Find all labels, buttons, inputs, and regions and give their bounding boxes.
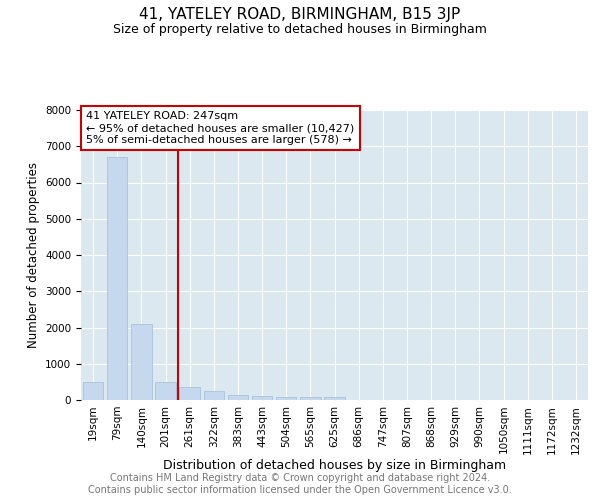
Bar	[300, 398, 320, 400]
Text: 41, YATELEY ROAD, BIRMINGHAM, B15 3JP: 41, YATELEY ROAD, BIRMINGHAM, B15 3JP	[139, 8, 461, 22]
Bar	[179, 388, 200, 400]
Text: 41 YATELEY ROAD: 247sqm
← 95% of detached houses are smaller (10,427)
5% of semi: 41 YATELEY ROAD: 247sqm ← 95% of detache…	[86, 112, 355, 144]
Bar	[203, 391, 224, 400]
Bar	[227, 394, 248, 400]
Bar	[252, 396, 272, 400]
Y-axis label: Number of detached properties: Number of detached properties	[26, 162, 40, 348]
Bar	[276, 397, 296, 400]
Text: Contains HM Land Registry data © Crown copyright and database right 2024.
Contai: Contains HM Land Registry data © Crown c…	[88, 474, 512, 495]
Bar	[131, 324, 152, 400]
Text: Size of property relative to detached houses in Birmingham: Size of property relative to detached ho…	[113, 22, 487, 36]
Bar	[83, 382, 103, 400]
Bar	[107, 157, 127, 400]
X-axis label: Distribution of detached houses by size in Birmingham: Distribution of detached houses by size …	[163, 459, 506, 472]
Bar	[324, 398, 345, 400]
Bar	[155, 382, 176, 400]
